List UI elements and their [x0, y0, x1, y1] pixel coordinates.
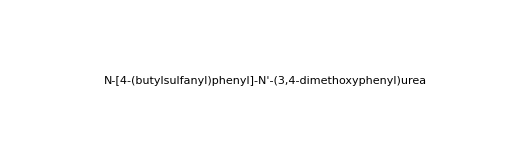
- Text: N-[4-(butylsulfanyl)phenyl]-N'-(3,4-dimethoxyphenyl)urea: N-[4-(butylsulfanyl)phenyl]-N'-(3,4-dime…: [104, 76, 427, 86]
